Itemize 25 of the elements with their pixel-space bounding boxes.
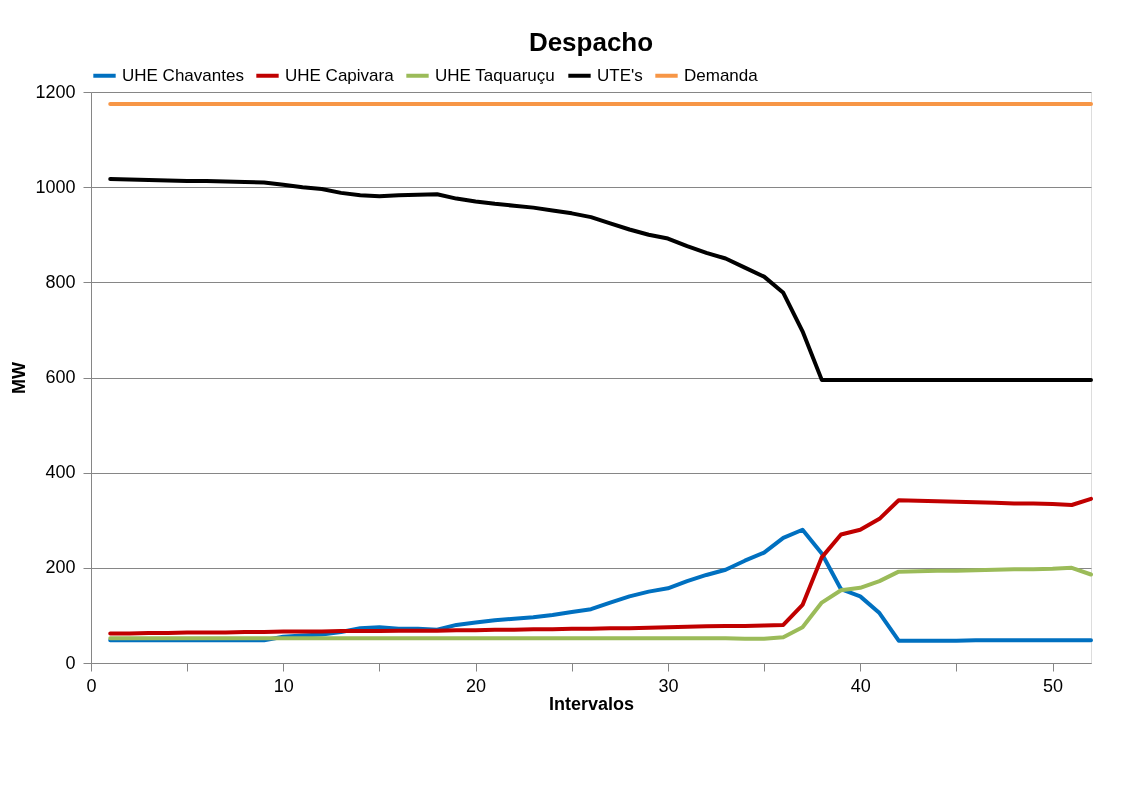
y-axis-title: MW [9,362,30,394]
x-tick-label: 30 [658,675,679,696]
legend-label: UHE Chavantes [122,65,244,85]
y-tick-label: 1200 [35,81,76,102]
legend-label: UHE Taquaruçu [435,65,555,85]
line-series [108,565,1093,641]
x-tick-label: 20 [466,675,487,696]
x-axis-title: Intervalos [548,693,635,714]
legend-label: UHE Capivara [285,65,395,85]
y-tick-label: 1000 [35,176,76,197]
line-series [108,527,1093,643]
y-tick-label: 800 [45,271,76,292]
line-series [108,496,1093,636]
x-tick-label: 10 [273,675,294,696]
x-tick-label: 0 [86,675,97,696]
y-tick-label: 200 [45,557,76,578]
y-tick-label: 600 [45,367,76,387]
y-tick-label: 0 [65,652,76,673]
chart-title: Despacho [528,27,654,57]
line-series [108,177,1093,382]
legend-label: UTE's [597,65,643,85]
legend-label: Demanda [684,65,759,85]
x-tick-label: 40 [850,675,871,696]
y-tick-label: 400 [45,462,76,483]
x-tick-label: 50 [1043,675,1064,696]
